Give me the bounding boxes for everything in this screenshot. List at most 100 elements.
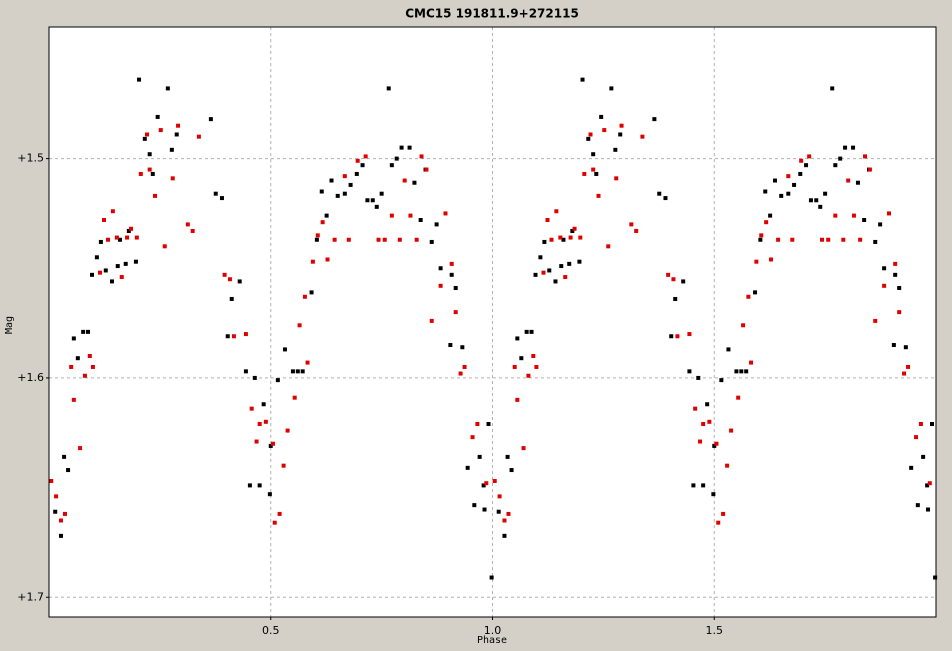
data-point (851, 213, 856, 218)
data-point (208, 117, 213, 122)
data-point (81, 329, 86, 334)
data-point (155, 114, 160, 119)
data-point (486, 421, 491, 426)
data-point (712, 443, 717, 448)
data-point (862, 218, 867, 223)
data-point (776, 237, 781, 242)
data-point (82, 373, 87, 378)
data-point (310, 259, 315, 264)
data-point (453, 286, 458, 291)
data-point (808, 198, 813, 203)
data-point (568, 235, 573, 240)
data-point (769, 257, 774, 262)
data-point (529, 329, 534, 334)
data-point (448, 343, 453, 348)
data-point (858, 237, 863, 242)
x-tick-label: 1.0 (484, 624, 502, 637)
data-point (462, 364, 467, 369)
data-point (698, 439, 703, 444)
data-point (582, 171, 587, 176)
data-point (71, 336, 76, 341)
data-point (714, 441, 719, 446)
data-point (119, 275, 124, 280)
data-point (105, 237, 110, 242)
data-point (634, 228, 639, 233)
data-point (768, 213, 773, 218)
data-point (185, 222, 190, 227)
data-point (804, 163, 809, 168)
data-point (243, 332, 248, 337)
data-point (497, 494, 502, 499)
data-point (412, 180, 417, 185)
data-point (414, 237, 419, 242)
marks (49, 77, 938, 580)
data-point (129, 226, 134, 231)
data-point (325, 257, 330, 262)
data-point (281, 463, 286, 468)
data-point (675, 334, 680, 339)
data-point (222, 272, 227, 277)
data-point (705, 402, 710, 407)
data-point (229, 296, 234, 301)
data-point (691, 483, 696, 488)
data-point (563, 275, 568, 280)
data-point (897, 310, 902, 315)
data-point (863, 154, 868, 159)
data-point (554, 209, 559, 214)
data-point (521, 446, 526, 451)
data-point (515, 336, 520, 341)
data-point (734, 369, 739, 374)
grid (46, 27, 936, 620)
data-point (165, 86, 170, 91)
data-point (619, 123, 624, 128)
data-point (687, 332, 692, 337)
data-point (754, 259, 759, 264)
data-point (666, 272, 671, 277)
data-point (725, 463, 730, 468)
y-tick-label: +1.5 (17, 152, 44, 165)
data-point (496, 509, 501, 514)
data-point (807, 154, 812, 159)
data-point (115, 264, 120, 269)
data-point (882, 266, 887, 271)
data-point (873, 239, 878, 244)
data-point (515, 397, 520, 402)
data-point (799, 158, 804, 163)
data-point (169, 147, 174, 152)
data-point (915, 503, 920, 508)
data-point (481, 483, 486, 488)
data-point (790, 237, 795, 242)
data-point (549, 237, 554, 242)
data-point (429, 318, 434, 323)
data-point (652, 117, 657, 122)
data-point (886, 211, 891, 216)
data-point (62, 454, 67, 459)
data-point (332, 237, 337, 242)
data-point (477, 454, 482, 459)
data-point (252, 375, 257, 380)
data-point (394, 156, 399, 161)
data-point (591, 152, 596, 157)
data-point (98, 270, 103, 275)
data-point (531, 353, 536, 358)
data-point (591, 167, 596, 172)
data-point (701, 421, 706, 426)
data-point (567, 261, 572, 266)
data-point (606, 244, 611, 249)
data-point (110, 209, 115, 214)
data-point (87, 353, 92, 358)
data-point (588, 132, 593, 137)
data-point (94, 255, 99, 260)
data-point (453, 310, 458, 315)
data-point (382, 237, 387, 242)
data-point (489, 575, 494, 580)
data-point (69, 364, 74, 369)
data-point (103, 268, 108, 273)
data-point (826, 237, 831, 242)
data-point (295, 369, 300, 374)
data-point (117, 237, 122, 242)
data-point (833, 213, 838, 218)
data-point (78, 446, 83, 451)
data-point (237, 279, 242, 284)
